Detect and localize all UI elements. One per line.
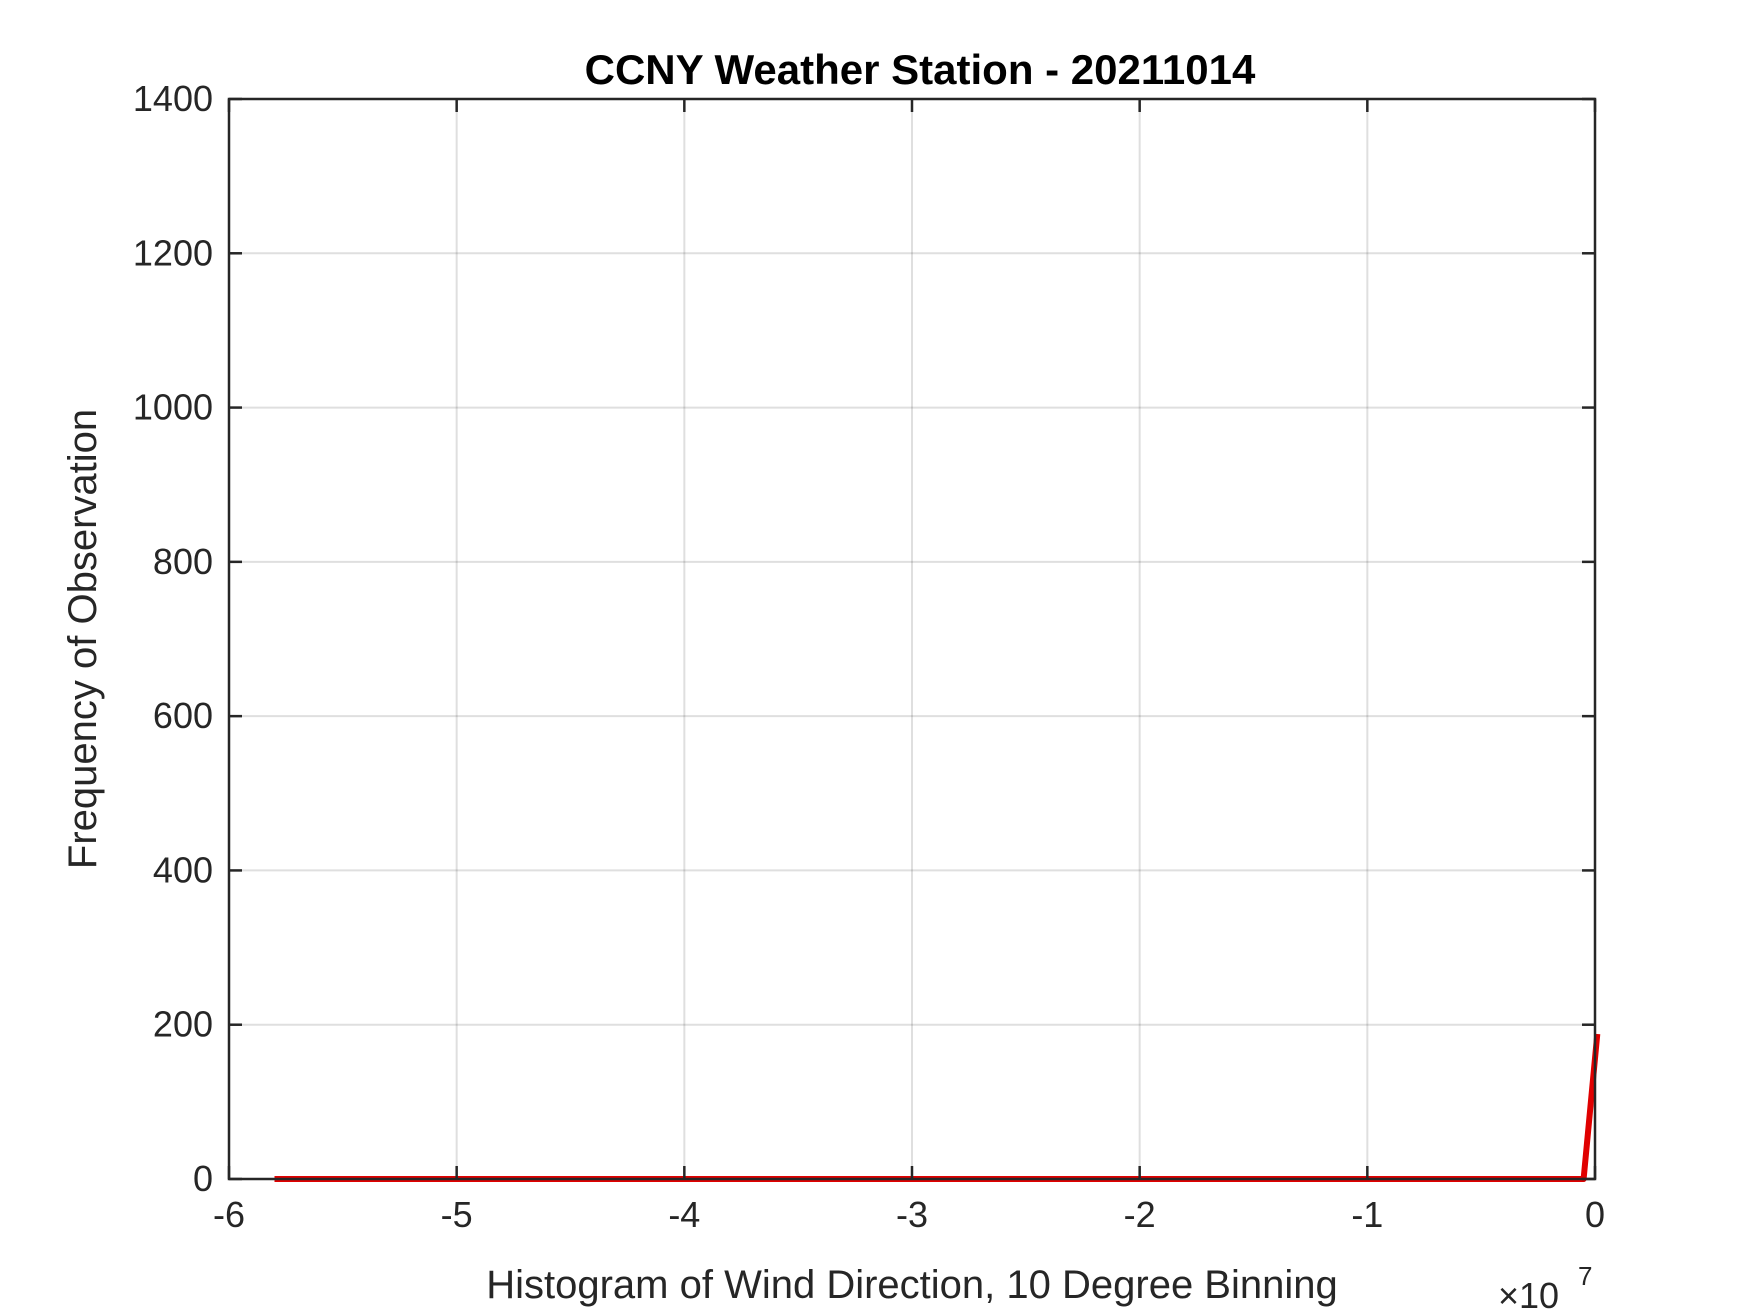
y-tick-label: 1000 — [133, 387, 213, 428]
x-tick-label: -4 — [668, 1194, 700, 1235]
x-tick-labels: -6 -5 -4 -3 -2 -1 0 — [213, 1194, 1605, 1235]
y-tick-label: 800 — [153, 541, 213, 582]
y-axis-label: Frequency of Observation — [61, 409, 105, 869]
y-tick-label: 400 — [153, 849, 213, 890]
ticks — [227, 97, 1597, 1181]
x-tick-label: -2 — [1124, 1194, 1156, 1235]
x-tick-label: -1 — [1351, 1194, 1383, 1235]
y-tick-label: 1400 — [133, 78, 213, 119]
y-tick-label: 600 — [153, 695, 213, 736]
y-tick-labels: 0 200 400 600 800 1000 1200 1400 — [133, 78, 213, 1199]
plot-area — [229, 99, 1595, 1179]
x-exponent-label: ×10 7 — [1498, 1261, 1592, 1313]
chart-title: CCNY Weather Station - 20211014 — [585, 46, 1256, 93]
x-axis-label: Histogram of Wind Direction, 10 Degree B… — [486, 1263, 1338, 1307]
x-tick-label: -6 — [213, 1194, 245, 1235]
y-tick-label: 200 — [153, 1004, 213, 1045]
grid — [229, 99, 1595, 1179]
x-tick-label: -5 — [441, 1194, 473, 1235]
x-tick-label: 0 — [1585, 1194, 1605, 1235]
x-tick-label: -3 — [896, 1194, 928, 1235]
y-tick-label: 0 — [193, 1158, 213, 1199]
y-tick-label: 1200 — [133, 232, 213, 273]
x-exponent-power: 7 — [1578, 1261, 1592, 1291]
x-exponent-base: ×10 — [1498, 1275, 1559, 1313]
